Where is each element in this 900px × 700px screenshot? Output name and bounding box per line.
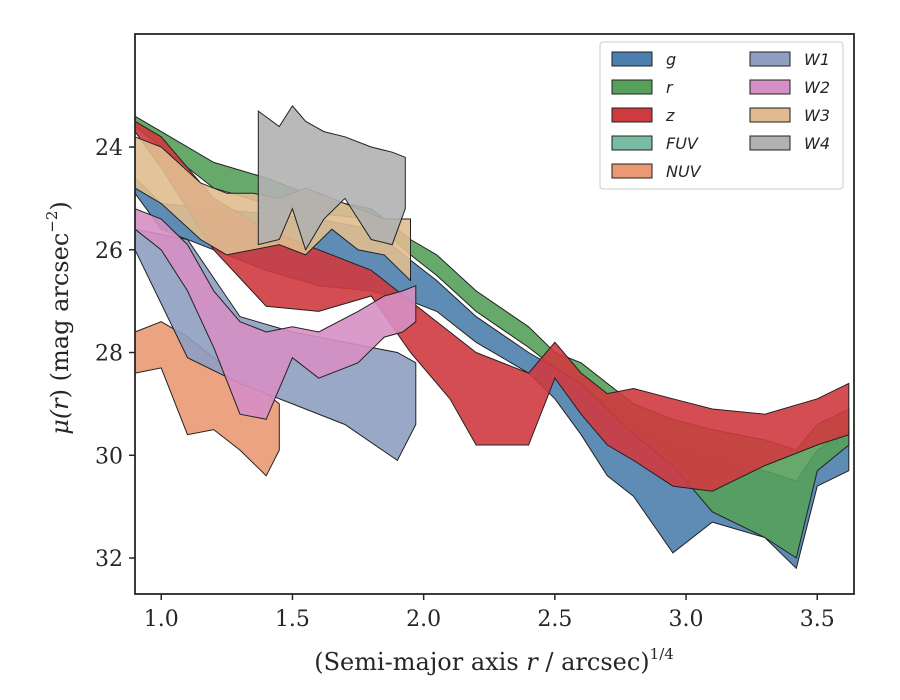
band-W2 [134,207,417,420]
y-tick-label: 32 [95,547,123,572]
legend-swatch-W2 [749,79,791,95]
legend-swatch-W3 [749,107,791,123]
y-tick-label: 28 [95,342,123,367]
legend-label-W2: W2 [804,78,830,97]
y-axis-label: μ(r) (mag arcsec−2) [43,201,74,435]
legend-label-NUV: NUV [666,162,702,181]
legend-swatch-NUV [611,163,653,179]
x-tick-label: 1.5 [275,607,310,632]
y-tick-label: 30 [95,444,123,469]
x-axis-label: (Semi-major axis r / arcsec)1/4 [314,645,674,676]
plot-area [134,105,850,570]
legend-swatch-W4 [749,135,791,151]
legend-label-W4: W4 [804,134,830,153]
legend-swatch-g [611,51,653,67]
legend-swatch-FUV [611,135,653,151]
y-tick-label: 26 [95,239,123,264]
legend-swatch-z [611,107,653,123]
x-tick-label: 1.0 [144,607,179,632]
axis-ticks: 1.0 1.5 2.0 2.5 3.0 3.5 24 26 28 30 32 [95,136,835,632]
y-tick-label: 24 [95,136,123,161]
legend-swatch-r [611,79,653,95]
legend-label-r: r [666,78,674,97]
legend-label-W1: W1 [804,50,830,69]
x-tick-label: 2.0 [406,607,441,632]
x-tick-label: 2.5 [537,607,572,632]
x-tick-label: 3.0 [669,607,704,632]
plot-frame [134,33,855,595]
legend-swatch-W1 [749,51,791,67]
legend-label-g: g [666,50,676,69]
x-tick-label: 3.5 [800,607,835,632]
legend-label-FUV: FUV [666,134,699,153]
band-W4 [257,105,406,252]
legend-label-z: z [665,106,675,125]
legend: grz FUV NUV W1 W2 W3 W4 [599,41,844,190]
legend-box [599,41,844,190]
legend-label-W3: W3 [804,106,830,125]
